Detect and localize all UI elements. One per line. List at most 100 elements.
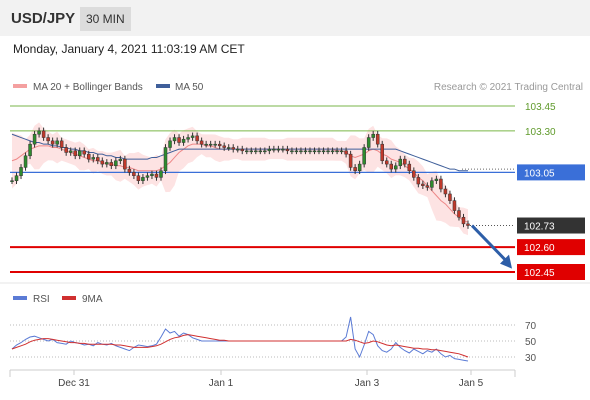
legend-swatch-ma20 bbox=[13, 84, 27, 88]
candle bbox=[64, 147, 68, 153]
legend-label-ma20: MA 20 + Bollinger Bands bbox=[33, 82, 143, 93]
candle bbox=[172, 137, 177, 142]
candle bbox=[398, 158, 403, 167]
candle bbox=[163, 147, 168, 171]
candle bbox=[285, 148, 290, 152]
candle bbox=[190, 135, 195, 138]
candle bbox=[96, 157, 100, 162]
candle bbox=[421, 183, 425, 186]
source-credit: Research © 2021 Trading Central bbox=[434, 82, 583, 93]
candle bbox=[114, 160, 118, 167]
candle bbox=[416, 177, 421, 185]
legend-label-9ma: 9MA bbox=[82, 294, 103, 305]
candle bbox=[389, 163, 393, 170]
candle bbox=[217, 143, 222, 147]
candle bbox=[91, 157, 96, 160]
candle bbox=[150, 173, 154, 176]
candle bbox=[32, 133, 37, 145]
last-price-label: 102.73 bbox=[524, 222, 555, 233]
support-tag bbox=[517, 264, 585, 280]
candle bbox=[100, 160, 105, 165]
candle bbox=[312, 150, 317, 153]
candle bbox=[186, 137, 190, 140]
candle bbox=[118, 158, 123, 162]
candle bbox=[443, 188, 448, 195]
candle bbox=[208, 143, 213, 146]
rsi-tick-label: 50 bbox=[525, 337, 537, 348]
ma50-line bbox=[11, 133, 468, 172]
candle bbox=[109, 162, 114, 167]
candle bbox=[434, 178, 439, 181]
candle bbox=[127, 168, 132, 173]
candle bbox=[276, 148, 281, 151]
x-tick-label: Dec 31 bbox=[58, 378, 90, 389]
forecast-arrow bbox=[470, 224, 509, 263]
candle bbox=[371, 133, 375, 138]
candle bbox=[105, 162, 109, 165]
candle bbox=[380, 143, 384, 162]
candle bbox=[348, 153, 353, 168]
rsi-ma-line bbox=[11, 334, 469, 358]
candle bbox=[195, 135, 199, 142]
candle bbox=[299, 150, 303, 153]
candle bbox=[339, 150, 344, 153]
candle bbox=[452, 200, 457, 211]
candle bbox=[457, 210, 461, 218]
candle bbox=[245, 150, 249, 153]
support-tag bbox=[517, 239, 585, 256]
candle bbox=[168, 140, 172, 148]
candle bbox=[281, 148, 285, 151]
candle bbox=[154, 173, 159, 178]
candle bbox=[425, 185, 430, 188]
candle bbox=[321, 150, 326, 153]
resistance-label: 103.30 bbox=[525, 127, 556, 138]
pivot-label: 103.05 bbox=[524, 168, 555, 179]
header-bar: USD/JPY 30 MIN bbox=[0, 0, 590, 36]
x-tick-label: Jan 1 bbox=[209, 378, 234, 389]
timeframe-button[interactable]: 30 MIN bbox=[80, 7, 131, 31]
candle bbox=[294, 150, 299, 153]
candle bbox=[330, 150, 335, 153]
candle bbox=[82, 150, 86, 155]
candle bbox=[375, 133, 380, 145]
rsi-line bbox=[11, 316, 469, 362]
legend-swatch-9ma bbox=[62, 296, 76, 300]
candle bbox=[439, 178, 443, 190]
candle bbox=[357, 163, 362, 171]
candle bbox=[14, 175, 19, 181]
candle bbox=[231, 147, 235, 150]
candle bbox=[317, 150, 321, 153]
candle bbox=[235, 148, 240, 151]
candle bbox=[366, 137, 371, 148]
candle bbox=[19, 167, 23, 176]
candle bbox=[41, 130, 46, 138]
candle bbox=[132, 172, 136, 176]
forecast-arrow-head bbox=[500, 254, 512, 269]
candle bbox=[254, 150, 258, 153]
candle bbox=[394, 165, 398, 170]
candle bbox=[249, 150, 254, 153]
candle bbox=[59, 140, 64, 148]
x-tick-label: Jan 3 bbox=[355, 378, 380, 389]
candle bbox=[213, 143, 217, 146]
candle bbox=[181, 138, 186, 143]
candle bbox=[344, 150, 348, 155]
candle bbox=[226, 147, 231, 149]
candle bbox=[159, 170, 163, 178]
candle bbox=[362, 147, 366, 165]
candle bbox=[199, 140, 204, 145]
candle bbox=[123, 158, 127, 170]
candle bbox=[335, 150, 339, 153]
candle bbox=[10, 180, 14, 182]
legend-label-ma50: MA 50 bbox=[175, 82, 204, 93]
candle bbox=[55, 140, 59, 145]
candle bbox=[308, 150, 312, 153]
candle bbox=[353, 167, 357, 171]
legend-label-rsi: RSI bbox=[33, 294, 50, 305]
candle bbox=[28, 143, 32, 157]
candle bbox=[430, 180, 434, 188]
candle bbox=[23, 155, 28, 168]
candle bbox=[141, 177, 145, 181]
candle bbox=[145, 175, 150, 178]
